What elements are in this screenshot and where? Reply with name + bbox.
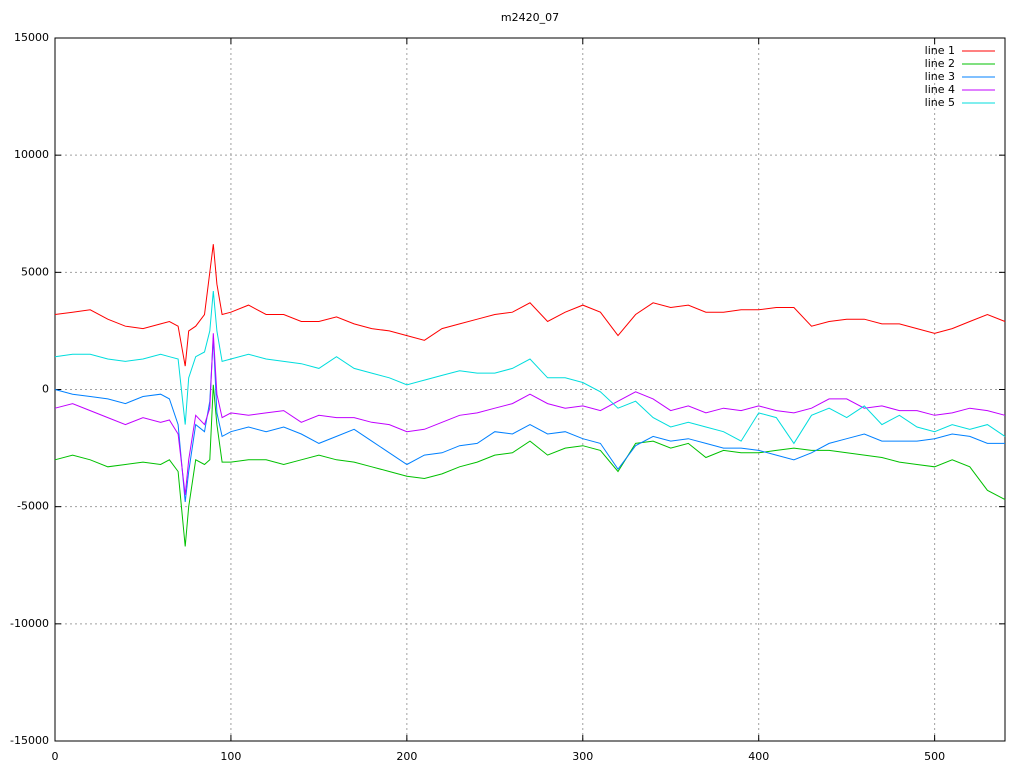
legend-label: line 4 <box>925 83 955 96</box>
y-tick-label: 0 <box>42 383 49 396</box>
y-tick-label: -15000 <box>10 734 49 747</box>
y-tick-label: 10000 <box>14 148 49 161</box>
series-line <box>54 291 1006 445</box>
legend-label: line 1 <box>925 44 955 57</box>
x-tick-label: 300 <box>572 750 593 763</box>
y-tick-label: 5000 <box>21 265 49 278</box>
legend-label: line 2 <box>925 57 955 70</box>
x-tick-label: 0 <box>52 750 59 763</box>
legend-label: line 5 <box>925 96 955 109</box>
x-tick-label: 200 <box>396 750 417 763</box>
y-tick-label: -5000 <box>17 500 49 513</box>
chart-title: m2420_07 <box>501 11 559 24</box>
legend-label: line 3 <box>925 70 955 83</box>
series-line <box>54 244 1006 367</box>
y-tick-label: 15000 <box>14 31 49 44</box>
series-line <box>54 333 1006 496</box>
series-line <box>54 384 1006 547</box>
y-tick-label: -10000 <box>10 617 49 630</box>
x-tick-label: 500 <box>924 750 945 763</box>
series-line <box>54 337 1005 503</box>
x-tick-label: 100 <box>220 750 241 763</box>
x-tick-label: 400 <box>748 750 769 763</box>
